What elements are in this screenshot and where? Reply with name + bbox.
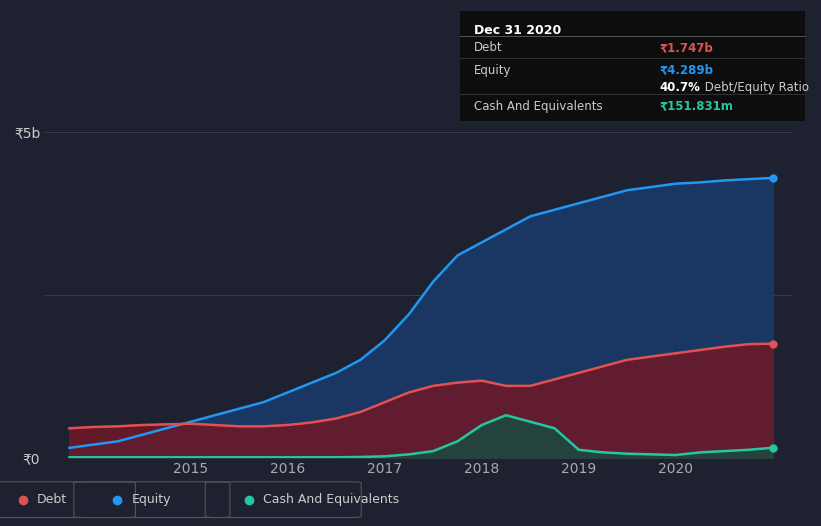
Text: Debt: Debt xyxy=(37,493,67,506)
Text: Cash And Equivalents: Cash And Equivalents xyxy=(263,493,399,506)
Text: Equity: Equity xyxy=(474,64,511,77)
Text: Cash And Equivalents: Cash And Equivalents xyxy=(474,100,602,113)
Text: Debt/Equity Ratio: Debt/Equity Ratio xyxy=(701,81,810,94)
Text: Equity: Equity xyxy=(131,493,171,506)
Text: Dec 31 2020: Dec 31 2020 xyxy=(474,24,561,37)
Text: ₹1.747b: ₹1.747b xyxy=(660,42,713,55)
Text: ₹4.289b: ₹4.289b xyxy=(660,64,713,77)
Text: Debt: Debt xyxy=(474,42,502,55)
Text: 40.7%: 40.7% xyxy=(660,81,700,94)
Text: ₹151.831m: ₹151.831m xyxy=(660,100,734,113)
